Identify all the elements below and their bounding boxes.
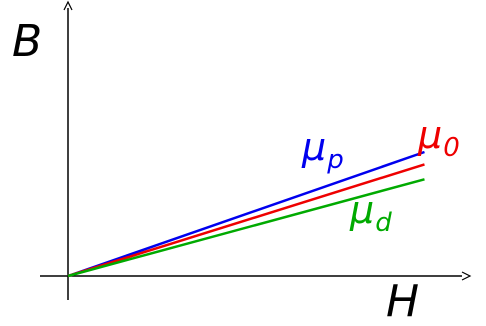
series-label-mu-d: μd	[349, 188, 392, 238]
series-label-symbol: μ	[301, 125, 326, 169]
series-label-subscript: 0	[443, 133, 460, 163]
series-label-mu-p: μp	[301, 125, 344, 175]
x-axis-label: H	[386, 276, 419, 326]
series-label-symbol: μ	[349, 188, 374, 232]
x-axis-arrow	[461, 271, 472, 281]
axes	[40, 0, 472, 300]
series-group	[67, 150, 425, 278]
series-label-mu-0: μ0	[417, 113, 460, 163]
series-label-subscript: p	[326, 145, 344, 175]
series-label-symbol: μ	[417, 113, 442, 157]
series-line-mu-p	[67, 150, 425, 278]
series-line-mu-d	[67, 178, 425, 278]
series-line-mu-0	[67, 163, 425, 278]
y-axis-arrow	[63, 0, 73, 11]
series-label-subscript: d	[375, 208, 392, 238]
y-axis-label: B	[12, 16, 42, 67]
